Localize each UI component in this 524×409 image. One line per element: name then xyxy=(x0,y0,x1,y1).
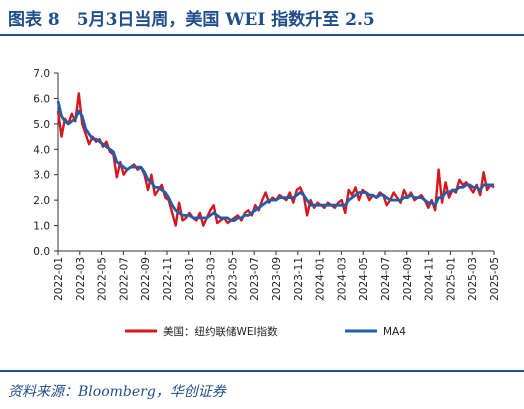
title-rule xyxy=(0,34,524,36)
x-tick-label: 2023-09 xyxy=(271,257,283,301)
x-tick-label: 2022-03 xyxy=(75,257,87,301)
x-tick-label: 2023-03 xyxy=(206,257,218,301)
x-tick-label: 2025-01 xyxy=(445,257,457,301)
x-tick-label: 2022-01 xyxy=(53,257,65,301)
y-tick-label: 1.0 xyxy=(33,221,50,233)
legend-label: 美国：纽约联储WEI指数 xyxy=(163,325,278,338)
y-tick-label: 7.0 xyxy=(33,68,50,80)
y-tick-label: 6.0 xyxy=(33,93,50,105)
y-tick-label: 2.0 xyxy=(33,195,50,207)
x-tick-label: 2022-07 xyxy=(118,257,130,301)
x-tick-label: 2024-01 xyxy=(315,257,327,301)
y-tick-label: 4.0 xyxy=(33,144,50,156)
y-tick-label: 0.0 xyxy=(33,246,50,258)
axes: 0.0 1.0 2.0 3.0 4.0 5.0 6.0 7.0 2022-01 2022-03 20… xyxy=(33,68,501,301)
line-chart: 0.0 1.0 2.0 3.0 4.0 5.0 6.0 7.0 2022-01 2022-03 20… xyxy=(33,68,501,338)
x-tick-label: 2022-05 xyxy=(97,257,109,301)
series-line-ma4 xyxy=(56,100,494,222)
series-line-wei xyxy=(56,92,495,227)
x-tick-label: 2024-07 xyxy=(380,257,392,301)
legend-label: MA4 xyxy=(383,326,406,338)
x-tick-label: 2024-03 xyxy=(336,257,348,301)
y-tick-label: 3.0 xyxy=(33,170,50,182)
x-tick-label: 2023-01 xyxy=(184,257,196,301)
plot-area xyxy=(56,92,495,227)
x-tick-label: 2024-05 xyxy=(358,257,370,301)
x-tick-label: 2022-09 xyxy=(140,257,152,301)
x-tick-label: 2023-05 xyxy=(227,257,239,301)
source-note: 资料来源：Bloomberg，华创证券 xyxy=(8,384,226,400)
x-tick-label: 2025-03 xyxy=(467,257,479,301)
chart-title: 图表 8 5月3日当周，美国 WEI 指数升至 2.5 xyxy=(8,10,375,30)
x-tick-label: 2022-11 xyxy=(162,257,174,301)
x-tick-label: 2023-11 xyxy=(293,257,305,301)
legend: 美国：纽约联储WEI指数 MA4 xyxy=(125,325,406,338)
y-tick-label: 5.0 xyxy=(33,119,50,131)
x-tick-label: 2025-05 xyxy=(489,257,501,301)
x-tick-label: 2024-11 xyxy=(424,257,436,301)
x-tick-label: 2023-07 xyxy=(249,257,261,301)
x-tick-label: 2024-09 xyxy=(402,257,414,301)
source-rule xyxy=(0,370,524,372)
